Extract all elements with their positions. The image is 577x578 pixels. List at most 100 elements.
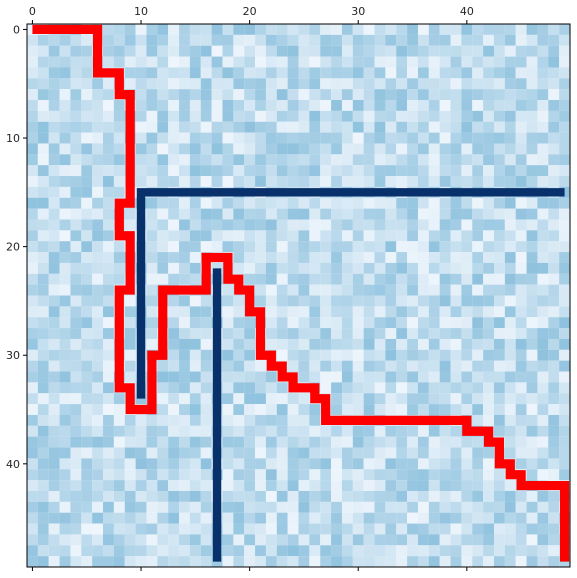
- heatmap-cell: [146, 121, 158, 133]
- heatmap-cell: [265, 262, 277, 274]
- heatmap-cell: [352, 295, 364, 307]
- heatmap-cell: [179, 208, 190, 220]
- heatmap-cell: [124, 534, 136, 546]
- heatmap-cell: [48, 121, 60, 133]
- heatmap-cell: [352, 447, 364, 459]
- heatmap-cell: [135, 132, 147, 144]
- heatmap-cell: [461, 154, 473, 166]
- heatmap-cell: [417, 501, 429, 513]
- heatmap-cell: [504, 447, 516, 459]
- heatmap-cell: [179, 67, 190, 79]
- heatmap-cell: [417, 328, 429, 339]
- heatmap-cell: [450, 447, 462, 459]
- heatmap-cell: [461, 176, 473, 187]
- heatmap-cell: [461, 67, 473, 79]
- heatmap-cell: [559, 382, 571, 394]
- heatmap-cell: [548, 306, 560, 318]
- heatmap-cell: [548, 382, 560, 394]
- heatmap-cell: [157, 382, 169, 394]
- heatmap-cell: [548, 45, 560, 57]
- heatmap-cell: [59, 436, 71, 448]
- heatmap-cell: [472, 78, 484, 90]
- heatmap-cell: [548, 110, 560, 122]
- heatmap-cell: [515, 165, 527, 177]
- heatmap-cell: [363, 501, 375, 513]
- heatmap-cell: [189, 436, 201, 448]
- heatmap-cell: [548, 197, 560, 209]
- heatmap-cell: [526, 523, 538, 535]
- heatmap-cell: [417, 176, 429, 187]
- heatmap-cell: [493, 284, 505, 296]
- heatmap-cell: [298, 89, 310, 101]
- heatmap-cell: [504, 78, 516, 90]
- heatmap-cell: [157, 197, 169, 209]
- heatmap-cell: [298, 545, 310, 557]
- x-tick-label: 10: [134, 5, 148, 18]
- heatmap-cell: [407, 556, 419, 568]
- heatmap-cell: [233, 78, 245, 90]
- heatmap-cell: [59, 360, 71, 372]
- heatmap-cell: [331, 219, 342, 231]
- heatmap-cell: [124, 56, 136, 68]
- heatmap-cell: [70, 523, 82, 535]
- heatmap-cell: [298, 490, 310, 502]
- heatmap-cell: [124, 480, 136, 492]
- heatmap-cell: [298, 230, 310, 242]
- heatmap-cell: [92, 295, 104, 307]
- heatmap-cell: [363, 34, 375, 46]
- heatmap-cell: [309, 284, 321, 296]
- heatmap-cell: [374, 143, 386, 155]
- heatmap-cell: [352, 78, 364, 90]
- heatmap-cell: [233, 208, 245, 220]
- heatmap-cell: [450, 360, 462, 372]
- heatmap-cell: [331, 262, 342, 274]
- heatmap-cell: [265, 382, 277, 394]
- heatmap-cell: [81, 414, 93, 426]
- heatmap-cell: [331, 556, 342, 568]
- heatmap-cell: [352, 89, 364, 101]
- heatmap-cell: [374, 556, 386, 568]
- heatmap-cell: [472, 501, 484, 513]
- heatmap-cell: [472, 328, 484, 339]
- heatmap-cell: [461, 490, 473, 502]
- heatmap-cell: [37, 512, 49, 524]
- path-lines: [32, 24, 570, 562]
- heatmap-cell: [385, 34, 397, 46]
- heatmap-cell: [59, 393, 71, 405]
- heatmap-cell: [168, 121, 180, 133]
- heatmap-cell: [113, 404, 125, 416]
- heatmap-cell: [363, 556, 375, 568]
- heatmap-cell: [537, 121, 549, 133]
- heatmap-cell: [168, 176, 180, 187]
- heatmap-cell: [168, 165, 180, 177]
- heatmap-cell: [276, 262, 288, 274]
- heatmap-cell: [374, 34, 386, 46]
- heatmap-cell: [103, 501, 114, 513]
- heatmap-cell: [146, 208, 158, 220]
- heatmap-cell: [200, 121, 212, 133]
- heatmap-cell: [341, 393, 353, 405]
- heatmap-cell: [146, 273, 158, 285]
- heatmap-cell: [472, 414, 484, 426]
- heatmap-cell: [81, 186, 93, 198]
- heatmap-cell: [70, 295, 82, 307]
- heatmap-cell: [559, 45, 571, 57]
- heatmap-cell: [81, 45, 93, 57]
- heatmap-cell: [189, 24, 201, 35]
- heatmap-cell: [483, 24, 495, 35]
- heatmap-cell: [385, 328, 397, 339]
- heatmap-cell: [331, 523, 342, 535]
- heatmap-cell: [515, 208, 527, 220]
- heatmap-cell: [526, 382, 538, 394]
- heatmap-cell: [222, 512, 234, 524]
- heatmap-cell: [81, 121, 93, 133]
- heatmap-cell: [548, 56, 560, 68]
- heatmap-cell: [124, 360, 136, 372]
- heatmap-cell: [146, 176, 158, 187]
- heatmap-cell: [59, 306, 71, 318]
- heatmap-cell: [559, 371, 571, 383]
- heatmap-cell: [331, 306, 342, 318]
- heatmap-cell: [37, 328, 49, 339]
- heatmap-cell: [233, 338, 245, 350]
- heatmap-cell: [331, 404, 342, 416]
